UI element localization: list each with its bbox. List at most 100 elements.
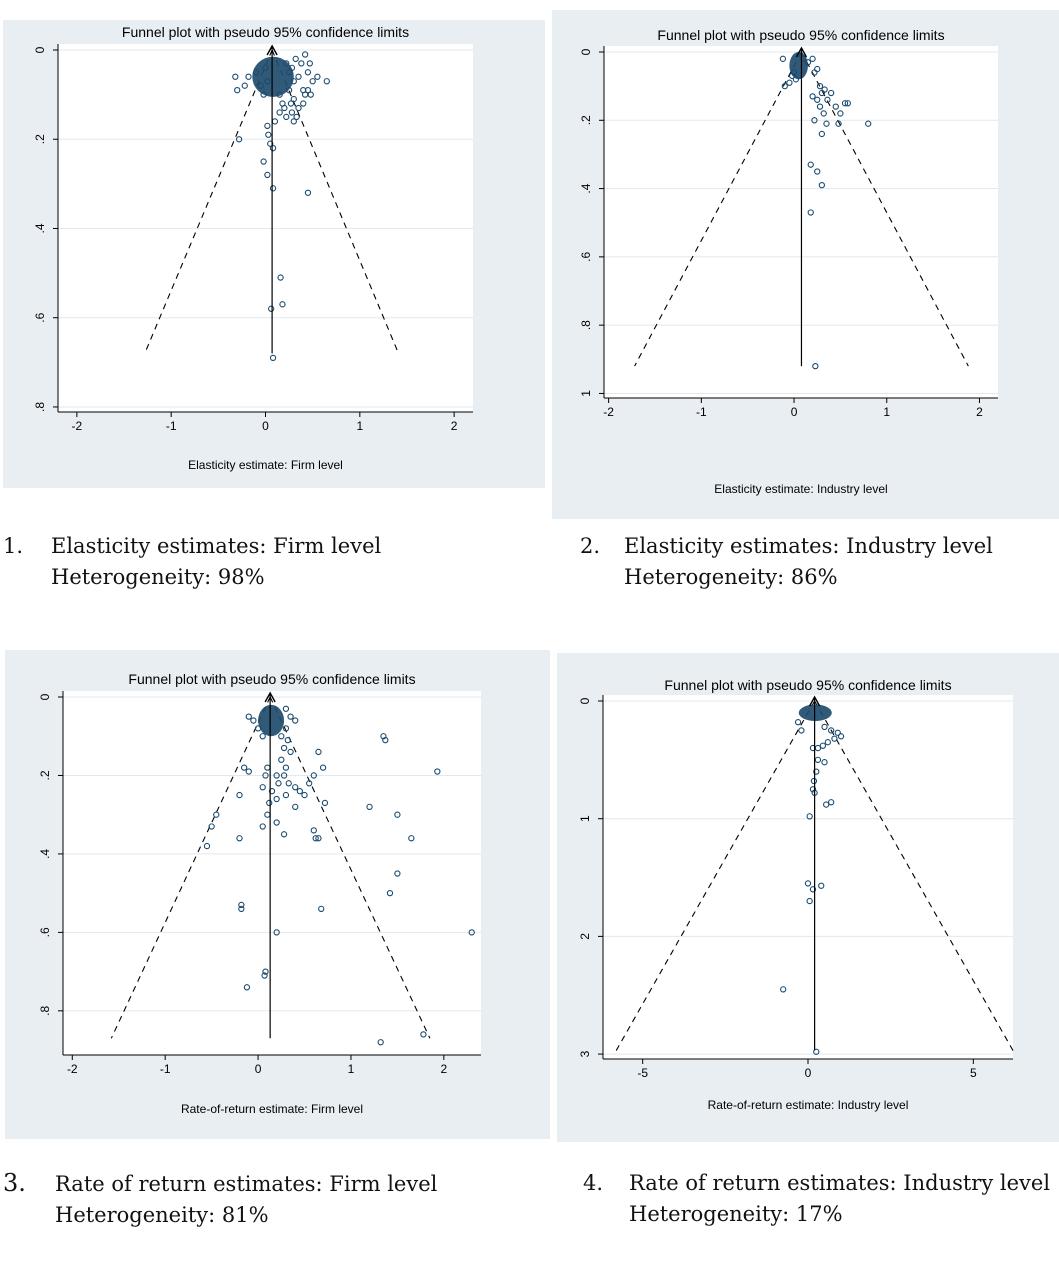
data-point: [820, 110, 827, 117]
data-point: [800, 55, 807, 62]
data-point: [790, 69, 798, 76]
dense-point-cluster: [798, 704, 832, 722]
data-point: [266, 799, 273, 807]
y-tick-label: .2: [33, 134, 47, 144]
data-point: [236, 835, 243, 842]
data-point: [837, 110, 844, 117]
caption-3: 3. Rate of return estimates: Firm level H…: [3, 1168, 437, 1231]
caption-4-number: 4.: [583, 1171, 604, 1195]
data-point: [306, 780, 313, 787]
data-point: [319, 764, 327, 771]
data-point: [307, 91, 314, 98]
funnel-limit-right: [269, 696, 431, 1039]
data-point: [821, 759, 828, 766]
data-point: [282, 725, 290, 732]
data-point: [434, 768, 441, 775]
data-point: [382, 737, 389, 744]
x-tick-label: -2: [67, 1062, 78, 1076]
data-point: [807, 209, 814, 216]
data-point: [292, 717, 299, 724]
data-point: [208, 823, 215, 830]
data-point: [273, 929, 280, 936]
y-tick-label: 2: [578, 933, 592, 940]
pooled-estimate-arrowhead: [809, 695, 821, 707]
data-point: [295, 104, 302, 112]
y-tick-label: 1: [579, 390, 593, 397]
x-tick-label: 2: [441, 1062, 448, 1076]
data-point: [292, 55, 299, 63]
data-point: [827, 89, 835, 97]
data-point: [236, 791, 243, 799]
data-point: [273, 819, 280, 826]
x-tick-label: 2: [976, 405, 983, 419]
data-point: [824, 96, 831, 103]
data-point: [283, 60, 290, 67]
data-point: [315, 748, 322, 756]
data-point: [282, 705, 290, 712]
data-point: [789, 72, 796, 80]
funnel-limit-right: [800, 51, 969, 367]
data-point: [816, 103, 824, 110]
data-point: [394, 811, 401, 818]
data-point: [300, 100, 307, 107]
data-point: [823, 120, 830, 127]
data-point: [309, 78, 316, 85]
x-tick-label: 1: [883, 405, 890, 419]
data-point: [386, 890, 394, 897]
data-point: [280, 744, 288, 752]
data-point: [213, 811, 220, 818]
x-tick-label: 2: [451, 419, 458, 433]
data-point: [420, 1031, 427, 1038]
funnel-plot-2: 0 .2 .4 .6 .8 1 -2 -1 0 1 2 Funnel plot with pseudo…: [579, 27, 998, 496]
data-point: [257, 82, 264, 89]
x-tick-label: -1: [160, 1062, 171, 1076]
data-point: [250, 717, 257, 724]
data-point: [844, 100, 851, 107]
data-point: [827, 799, 835, 806]
data-point: [814, 756, 822, 763]
funnel-limit-left: [634, 51, 802, 367]
data-point: [283, 113, 290, 121]
data-point: [304, 69, 312, 76]
funnel-plot-3: 0 .2 .4 .6 .8 -2 -1 0 1 2 Funnel plot with pseudo …: [38, 671, 481, 1116]
x-tick-label: -5: [637, 1066, 648, 1080]
caption-1-number: 1.: [3, 534, 24, 558]
data-point: [812, 362, 819, 370]
data-point: [245, 713, 252, 720]
data-point: [267, 140, 274, 147]
data-point: [323, 78, 330, 85]
data-point: [273, 795, 280, 803]
caption-2-number: 2.: [580, 534, 601, 558]
data-point: [269, 185, 277, 192]
funnel-limit-right: [814, 700, 1014, 1051]
funnel-plot-4: 0 1 2 3 -5 0 5 Funnel plot with pseudo 95% conf…: [578, 677, 1014, 1112]
data-point: [804, 880, 812, 887]
caption-2-heterogeneity: Heterogeneity: 86%: [624, 565, 838, 589]
y-tick-label: .6: [579, 252, 593, 262]
funnel-limit-left: [615, 700, 816, 1051]
data-point: [288, 64, 296, 71]
y-tick-label: .8: [38, 1006, 52, 1016]
plot-area: [603, 695, 1013, 1059]
x-axis-label: Elasticity estimate: Industry level: [714, 482, 887, 496]
data-point: [798, 727, 805, 734]
data-point: [827, 727, 835, 734]
data-point: [285, 87, 293, 94]
data-point: [282, 791, 290, 799]
data-point: [306, 60, 313, 67]
caption-2-title: Elasticity estimates: Industry level: [624, 534, 993, 558]
chart-panel-2: 0 .2 .4 .6 .8 1 -2 -1 0 1 2 Funnel plot with pseudo…: [552, 10, 1059, 519]
chart-title: Funnel plot with pseudo 95% confidence l…: [122, 24, 409, 40]
data-point: [261, 972, 268, 979]
data-point: [296, 788, 304, 795]
data-point: [835, 120, 842, 127]
x-tick-label: -2: [603, 405, 614, 419]
x-tick-label: -1: [166, 419, 177, 433]
pooled-estimate-arrowhead: [266, 44, 278, 56]
data-point: [814, 65, 821, 73]
x-tick-label: 5: [970, 1066, 977, 1080]
data-point: [304, 87, 312, 94]
y-tick-label: .8: [33, 402, 47, 412]
data-point: [240, 764, 248, 771]
y-tick-label: .6: [33, 312, 47, 322]
